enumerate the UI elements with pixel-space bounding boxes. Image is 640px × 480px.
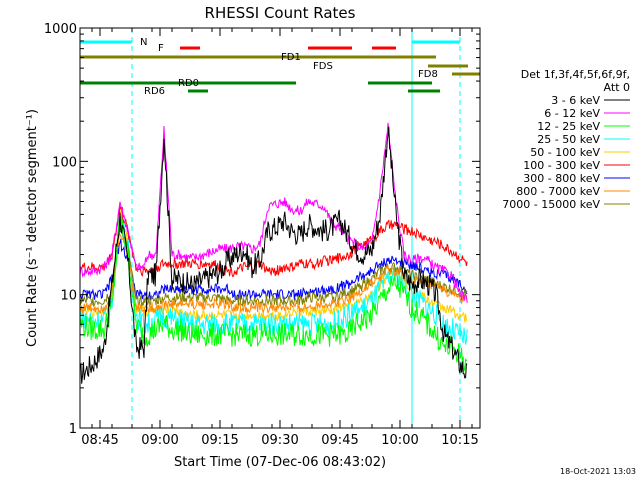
legend-label: 12 - 25 keV: [537, 120, 600, 133]
axes-layer: 1 10 100 1000 08:45 09:00 09:15 09:30 09:45 10:00…: [44, 22, 481, 448]
x-tick-label: 09:30: [261, 433, 298, 448]
state-bar-label-FD8: FD8: [418, 69, 438, 80]
legend-label: 7000 - 15000 keV: [502, 198, 600, 211]
state-bars-layer: NF FD1 FDS FD8 RD0 RD6: [80, 37, 480, 97]
x-tick-label: 10:15: [441, 433, 478, 448]
legend-label: 800 - 7000 keV: [516, 185, 600, 198]
x-tick-label: 09:15: [201, 433, 238, 448]
chart-title: RHESSI Count Rates: [205, 4, 356, 22]
legend-header-2: Att 0: [604, 81, 630, 94]
legend-label: 300 - 800 keV: [523, 172, 600, 185]
legend-label: 50 - 100 keV: [530, 146, 600, 159]
legend-label: 100 - 300 keV: [523, 159, 600, 172]
series-layer: [79, 122, 468, 384]
y-tick-label: 1: [69, 422, 77, 437]
state-bar-label-RD6: RD6: [144, 86, 165, 97]
series-line-0: [79, 126, 468, 384]
legend-label: 25 - 50 keV: [537, 133, 600, 146]
state-bar-label-F: F: [158, 43, 164, 54]
legend-label: 6 - 12 keV: [544, 107, 600, 120]
plot-frame: [79, 27, 481, 429]
x-tick-label: 08:45: [81, 433, 118, 448]
state-bar-label-FDS: FDS: [313, 61, 333, 72]
series-line-5: [79, 206, 468, 278]
y-tick-label: 1000: [44, 22, 77, 37]
text-layer: RHESSI Count Rates Start Time (07-Dec-06 …: [25, 4, 636, 476]
legend-label: 3 - 6 keV: [551, 94, 600, 107]
footer-timestamp: 18-Oct-2021 13:03: [560, 467, 636, 476]
state-bar-label-RD0: RD0: [178, 78, 199, 89]
y-tick-label: 10: [60, 289, 77, 304]
series-line-2: [79, 216, 468, 372]
x-tick-label: 09:45: [321, 433, 358, 448]
x-tick-label: 09:00: [141, 433, 178, 448]
series-line-6: [79, 238, 468, 301]
y-tick-label: 100: [52, 155, 77, 170]
legend-header-1: Det 1f,3f,4f,5f,6f,9f,: [521, 68, 630, 81]
series-line-1: [79, 122, 468, 303]
state-bar-label-FD1: FD1: [281, 52, 301, 63]
x-axis-label: Start Time (07-Dec-06 08:43:02): [174, 455, 386, 470]
y-axis-label: Count Rate (s⁻¹ detector segment⁻¹): [25, 109, 40, 347]
x-tick-label: 10:00: [381, 433, 418, 448]
state-bar-label-N: N: [140, 37, 147, 48]
